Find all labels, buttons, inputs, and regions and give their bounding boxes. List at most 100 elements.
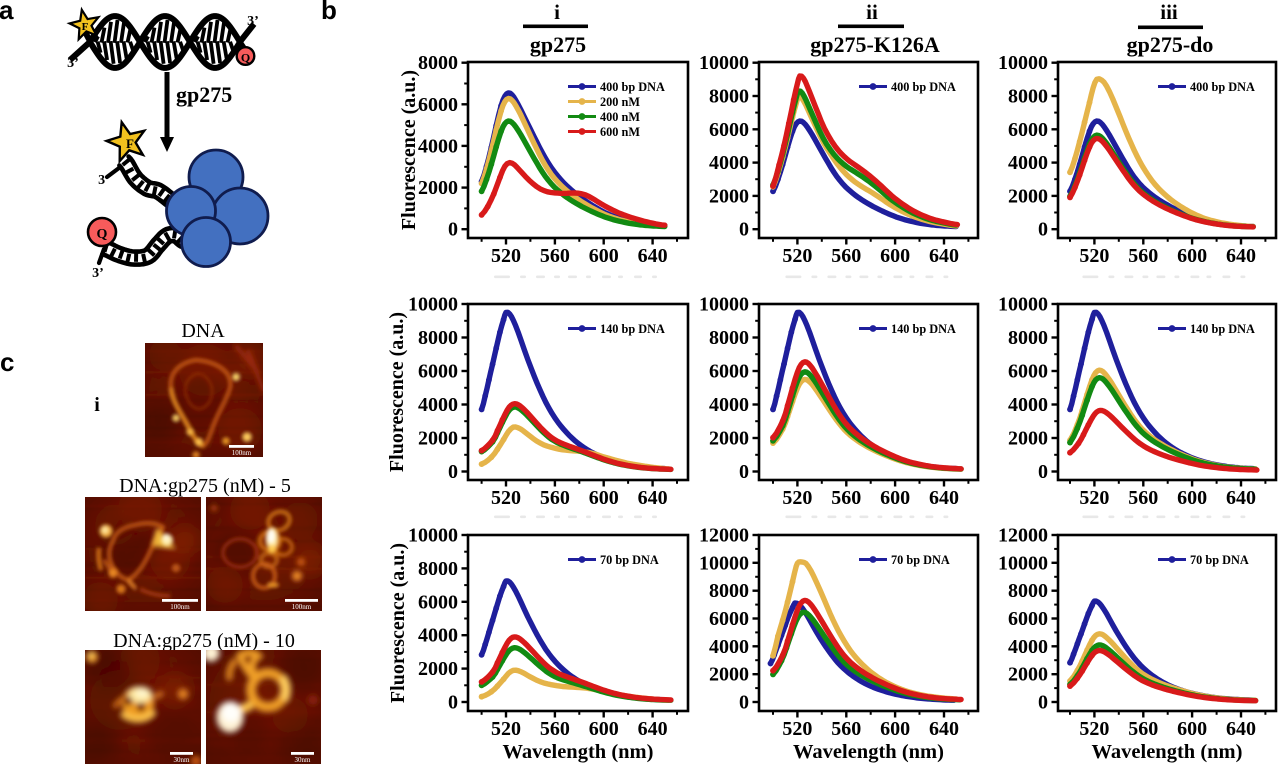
svg-text:iii: iii (1160, 0, 1178, 24)
svg-text:Fluorescence (a.u.): Fluorescence (a.u.) (398, 70, 420, 230)
svg-text:6000: 6000 (418, 361, 458, 383)
svg-text:400 nM: 400 nM (600, 110, 640, 124)
svg-text:10000: 10000 (998, 294, 1048, 316)
svg-text:520: 520 (491, 487, 521, 509)
svg-text:4000: 4000 (418, 394, 458, 416)
svg-text:2000: 2000 (418, 428, 458, 450)
svg-text:8000: 8000 (1008, 86, 1048, 108)
svg-text:6000: 6000 (418, 591, 458, 613)
svg-text:Wavelength (nm): Wavelength (nm) (793, 741, 944, 763)
svg-text:30nm: 30nm (295, 756, 312, 764)
svg-text:70 bp DNA: 70 bp DNA (891, 553, 950, 567)
svg-text:Q: Q (97, 227, 108, 242)
svg-text:2000: 2000 (1008, 664, 1048, 686)
svg-text:560: 560 (831, 487, 861, 509)
svg-text:560: 560 (831, 245, 861, 267)
svg-text:560: 560 (1128, 718, 1158, 740)
svg-text:F: F (126, 136, 134, 151)
svg-text:560: 560 (540, 718, 570, 740)
svg-text:4000: 4000 (709, 636, 749, 658)
svg-text:640: 640 (638, 718, 668, 740)
svg-text:4000: 4000 (709, 152, 749, 174)
svg-text:4000: 4000 (418, 135, 458, 157)
svg-text:4000: 4000 (1008, 394, 1048, 416)
svg-text:560: 560 (540, 487, 570, 509)
svg-text:640: 640 (638, 245, 668, 267)
svg-text:10000: 10000 (699, 294, 749, 316)
svg-text:2000: 2000 (1008, 428, 1048, 450)
svg-text:600: 600 (589, 718, 619, 740)
svg-text:2000: 2000 (418, 177, 458, 199)
svg-text:10000: 10000 (998, 52, 1048, 74)
svg-text:600: 600 (589, 245, 619, 267)
svg-text:100nm: 100nm (292, 603, 312, 611)
svg-text:10000: 10000 (699, 52, 749, 74)
svg-text:4000: 4000 (418, 625, 458, 647)
svg-text:640: 640 (1226, 718, 1256, 740)
svg-text:0: 0 (448, 692, 458, 714)
svg-text:3’: 3’ (247, 14, 259, 29)
svg-text:10000: 10000 (998, 552, 1048, 574)
svg-text:gp275-do: gp275-do (1127, 32, 1214, 57)
svg-text:520: 520 (1079, 487, 1109, 509)
svg-text:4000: 4000 (1008, 152, 1048, 174)
svg-text:3’: 3’ (92, 266, 104, 281)
svg-text:10000: 10000 (408, 525, 458, 547)
svg-text:Fluorescence (a.u.): Fluorescence (a.u.) (386, 312, 408, 472)
svg-text:640: 640 (638, 487, 668, 509)
svg-text:6000: 6000 (709, 119, 749, 141)
svg-text:6000: 6000 (709, 608, 749, 630)
svg-text:4000: 4000 (1008, 636, 1048, 658)
svg-text:0: 0 (739, 461, 749, 483)
svg-text:140 bp DNA: 140 bp DNA (891, 322, 956, 336)
svg-text:8000: 8000 (1008, 327, 1048, 349)
svg-text:400 bp DNA: 400 bp DNA (1190, 80, 1255, 94)
svg-text:8000: 8000 (1008, 580, 1048, 602)
svg-text:400 bp DNA: 400 bp DNA (891, 80, 956, 94)
svg-text:70 bp DNA: 70 bp DNA (1190, 553, 1249, 567)
svg-text:gp275: gp275 (530, 32, 586, 57)
svg-text:2000: 2000 (709, 185, 749, 207)
svg-text:6000: 6000 (1008, 119, 1048, 141)
svg-text:DNA:gp275 (nM) - 10: DNA:gp275 (nM) - 10 (113, 630, 295, 652)
svg-text:560: 560 (540, 245, 570, 267)
svg-text:ii: ii (866, 0, 878, 24)
svg-text:2000: 2000 (418, 658, 458, 680)
svg-text:640: 640 (1226, 487, 1256, 509)
svg-text:b: b (321, 0, 337, 25)
svg-text:DNA: DNA (181, 320, 225, 342)
svg-text:520: 520 (491, 245, 521, 267)
svg-text:2000: 2000 (709, 664, 749, 686)
svg-text:600: 600 (880, 487, 910, 509)
svg-text:6000: 6000 (1008, 608, 1048, 630)
svg-text:640: 640 (1226, 245, 1256, 267)
svg-text:4000: 4000 (709, 394, 749, 416)
svg-text:600: 600 (589, 487, 619, 509)
svg-text:30nm: 30nm (174, 756, 191, 764)
svg-text:10000: 10000 (699, 552, 749, 574)
svg-text:0: 0 (448, 219, 458, 241)
svg-text:100nm: 100nm (170, 603, 190, 611)
svg-text:0: 0 (1038, 219, 1048, 241)
svg-text:8000: 8000 (709, 86, 749, 108)
svg-text:2000: 2000 (709, 428, 749, 450)
svg-text:140 bp DNA: 140 bp DNA (600, 322, 665, 336)
svg-text:600: 600 (1177, 718, 1207, 740)
svg-text:600: 600 (1177, 245, 1207, 267)
svg-text:6000: 6000 (709, 361, 749, 383)
svg-text:400 bp DNA: 400 bp DNA (600, 80, 665, 94)
svg-text:520: 520 (491, 718, 521, 740)
svg-text:560: 560 (1128, 245, 1158, 267)
svg-text:0: 0 (1038, 461, 1048, 483)
svg-text:gp275-K126A: gp275-K126A (810, 32, 940, 57)
svg-text:520: 520 (1079, 245, 1109, 267)
svg-text:600: 600 (1177, 487, 1207, 509)
svg-text:6000: 6000 (1008, 361, 1048, 383)
svg-text:8000: 8000 (709, 580, 749, 602)
svg-text:600: 600 (880, 245, 910, 267)
svg-text:Fluorescence (a.u.): Fluorescence (a.u.) (387, 543, 409, 703)
svg-text:i: i (554, 0, 560, 24)
svg-text:F: F (82, 21, 89, 33)
svg-text:520: 520 (782, 487, 812, 509)
svg-text:100nm: 100nm (232, 449, 252, 457)
